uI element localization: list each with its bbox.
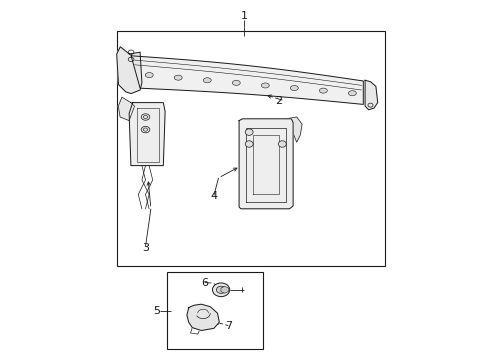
Text: 5: 5: [152, 306, 160, 316]
Ellipse shape: [290, 86, 298, 91]
Polygon shape: [221, 286, 228, 293]
Ellipse shape: [261, 83, 269, 88]
Text: 1: 1: [241, 11, 247, 21]
Ellipse shape: [145, 73, 153, 78]
Bar: [117, 31, 384, 266]
Ellipse shape: [203, 78, 211, 83]
Ellipse shape: [319, 88, 326, 93]
Polygon shape: [117, 47, 142, 94]
Ellipse shape: [174, 75, 182, 80]
Ellipse shape: [278, 141, 285, 147]
Ellipse shape: [244, 129, 253, 135]
Polygon shape: [365, 80, 377, 110]
Polygon shape: [118, 97, 134, 121]
Polygon shape: [285, 117, 302, 142]
Polygon shape: [239, 119, 292, 209]
Bar: [167, 272, 262, 349]
Ellipse shape: [141, 126, 149, 133]
Text: 7: 7: [224, 321, 231, 331]
Text: 6: 6: [201, 278, 208, 288]
Ellipse shape: [212, 283, 229, 297]
Text: 4: 4: [210, 191, 217, 201]
Ellipse shape: [244, 141, 253, 147]
Ellipse shape: [216, 286, 225, 293]
Ellipse shape: [141, 114, 149, 120]
Text: 3: 3: [142, 243, 149, 253]
Ellipse shape: [232, 80, 240, 85]
Ellipse shape: [348, 91, 356, 96]
Polygon shape: [129, 103, 165, 166]
Text: 2: 2: [275, 96, 282, 106]
Polygon shape: [131, 56, 363, 104]
Polygon shape: [186, 304, 219, 330]
